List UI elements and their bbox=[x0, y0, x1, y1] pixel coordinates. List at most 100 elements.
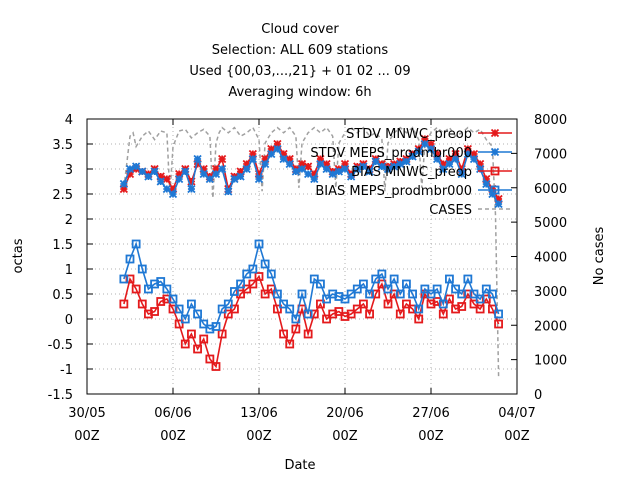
data-point bbox=[168, 294, 178, 304]
legend-marker bbox=[490, 185, 500, 195]
data-point bbox=[469, 289, 479, 299]
x-tick-hour: 00Z bbox=[246, 429, 272, 444]
data-point bbox=[285, 154, 294, 164]
data-point bbox=[248, 264, 258, 274]
data-point bbox=[328, 169, 337, 179]
y2-tick-label: 4000 bbox=[534, 251, 567, 266]
data-point bbox=[137, 299, 147, 309]
legend-marker bbox=[490, 166, 500, 176]
data-point bbox=[230, 287, 239, 296]
data-point bbox=[156, 277, 166, 286]
data-point bbox=[279, 329, 288, 339]
data-point bbox=[433, 154, 442, 164]
data-point bbox=[291, 324, 301, 334]
data-point bbox=[273, 139, 282, 149]
data-point bbox=[218, 154, 227, 164]
x-tick-date: 20/06 bbox=[326, 406, 363, 421]
data-point bbox=[377, 162, 386, 171]
data-point bbox=[377, 269, 387, 279]
series-cases bbox=[123, 126, 500, 377]
data-point bbox=[334, 307, 344, 316]
data-point bbox=[199, 169, 208, 179]
data-point bbox=[193, 159, 202, 169]
data-point bbox=[352, 304, 362, 314]
data-point bbox=[119, 179, 128, 189]
data-point bbox=[359, 162, 368, 171]
data-point bbox=[236, 167, 245, 176]
data-point bbox=[279, 299, 288, 309]
data-point bbox=[291, 167, 300, 176]
data-point bbox=[242, 269, 252, 279]
y2-tick-label: 6000 bbox=[534, 182, 567, 197]
data-point bbox=[119, 184, 128, 194]
data-point bbox=[426, 139, 436, 149]
data-point bbox=[211, 362, 221, 371]
data-point bbox=[475, 294, 485, 304]
x-tick-date: 27/06 bbox=[412, 406, 449, 421]
title-line-4: Averaging window: 6h bbox=[228, 85, 371, 100]
data-point bbox=[205, 174, 214, 184]
title-line-1: Cloud cover bbox=[261, 22, 339, 37]
data-point bbox=[346, 309, 356, 319]
data-point bbox=[279, 154, 288, 164]
data-point bbox=[420, 139, 429, 149]
data-point bbox=[310, 169, 319, 179]
y-tick-label: 1.5 bbox=[52, 238, 73, 253]
data-point bbox=[119, 274, 129, 284]
data-point bbox=[254, 174, 264, 184]
data-point bbox=[211, 169, 221, 179]
series-line bbox=[123, 126, 500, 377]
data-point bbox=[187, 329, 196, 339]
y-tick-label: 2 bbox=[65, 213, 73, 228]
data-point bbox=[414, 304, 424, 314]
data-point bbox=[322, 159, 331, 169]
data-point bbox=[193, 344, 202, 354]
data-point bbox=[175, 174, 184, 184]
data-point bbox=[150, 307, 159, 316]
data-point bbox=[396, 159, 405, 169]
data-point bbox=[395, 289, 405, 299]
x-tick-hour: 00Z bbox=[160, 429, 186, 444]
x-tick-hour: 00Z bbox=[504, 429, 530, 444]
legend-marker bbox=[490, 128, 500, 138]
data-point bbox=[211, 322, 221, 331]
data-point bbox=[469, 149, 479, 159]
data-point bbox=[494, 309, 503, 319]
title-line-2: Selection: ALL 609 stations bbox=[212, 43, 389, 58]
data-point bbox=[340, 294, 350, 304]
data-point bbox=[168, 189, 178, 199]
data-point bbox=[389, 274, 399, 284]
data-point bbox=[475, 304, 485, 314]
data-point bbox=[322, 314, 331, 324]
x-tick-hour: 00Z bbox=[332, 429, 358, 444]
data-point bbox=[304, 162, 313, 171]
x-tick-date: 13/06 bbox=[240, 406, 277, 421]
title-line-3: Used {00,03,...,21} + 01 02 ... 09 bbox=[189, 64, 410, 79]
y-tick-label: 1 bbox=[65, 263, 73, 278]
legend-label: CASES bbox=[429, 203, 472, 218]
y-tick-label: 3 bbox=[65, 163, 73, 178]
y2-tick-label: 1000 bbox=[534, 354, 567, 369]
data-point bbox=[316, 299, 325, 309]
legend-label: BIAS MEPS_prodmbr000 bbox=[315, 184, 472, 199]
data-point bbox=[346, 289, 356, 299]
data-point bbox=[457, 289, 467, 299]
data-point bbox=[199, 164, 208, 174]
series-line bbox=[123, 240, 500, 330]
data-point bbox=[316, 159, 325, 169]
data-point bbox=[297, 159, 307, 169]
data-point bbox=[199, 319, 209, 329]
data-point bbox=[390, 162, 399, 171]
data-point bbox=[248, 154, 257, 164]
data-point bbox=[340, 164, 350, 174]
data-point bbox=[365, 289, 374, 299]
data-point bbox=[180, 314, 190, 324]
data-point bbox=[365, 309, 374, 319]
x-tick-date: 04/07 bbox=[498, 406, 535, 421]
data-point bbox=[273, 144, 282, 154]
data-point bbox=[217, 329, 227, 339]
data-point bbox=[223, 299, 233, 309]
legend-label: BIAS MNWC_preop bbox=[351, 165, 472, 180]
x-tick-hour: 00Z bbox=[418, 429, 444, 444]
